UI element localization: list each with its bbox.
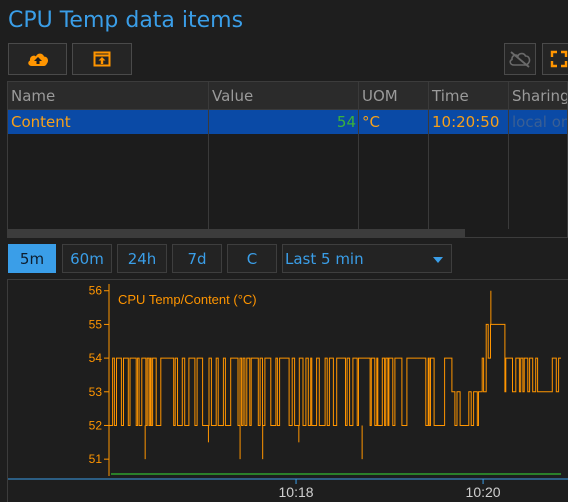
x-tick-label: 10:18 [279,484,314,500]
cell-uom: °C [362,113,380,131]
upload-button[interactable] [8,43,67,75]
time-range-select[interactable]: Last 5 min [282,244,452,273]
series-line [109,323,561,426]
column-header-name[interactable]: Name [11,86,56,105]
column-divider [428,82,429,229]
table-header: Name Value UOM Time Sharing [8,82,567,110]
cloud-off-icon [509,51,531,68]
range-button-5m[interactable]: 5m [8,244,56,273]
range-button-24h[interactable]: 24h [117,244,167,273]
fullscreen-button[interactable] [542,43,568,75]
data-items-table: Name Value UOM Time Sharing Content 54 °… [7,81,568,238]
range-button-custom[interactable]: C [227,244,277,273]
y-tick-label: 51 [89,452,103,466]
range-button-60m[interactable]: 60m [62,244,112,273]
column-header-value[interactable]: Value [212,86,254,105]
cell-sharing: local on [512,113,568,131]
export-button[interactable] [72,43,132,75]
y-tick-label: 54 [89,351,103,365]
column-header-uom[interactable]: UOM [362,86,398,105]
cell-value: 54 [336,113,356,131]
cell-name: Content [11,113,71,131]
column-divider [508,82,509,229]
column-divider [358,82,359,229]
cloud-upload-icon [27,53,48,66]
table-row[interactable]: Content 54 °C 10:20:50 local on [8,110,567,134]
column-header-sharing[interactable]: Sharing [512,86,568,105]
time-range-select-label: Last 5 min [285,249,364,268]
cell-time: 10:20:50 [432,113,500,131]
y-tick-label: 53 [89,385,103,399]
column-divider [208,82,209,229]
y-tick-label: 52 [89,418,103,432]
temperature-chart: 51 52 53 54 55 56 10:18 10:20 CPU Temp/Content (… [7,279,568,502]
y-tick-label: 55 [89,317,103,331]
export-icon [93,51,111,67]
fullscreen-icon [550,50,568,68]
chart-canvas: 51 52 53 54 55 56 10:18 10:20 CPU Temp/Content (… [8,284,568,500]
chevron-down-icon [433,257,443,263]
cloud-off-button[interactable] [504,43,536,75]
range-button-7d[interactable]: 7d [172,244,222,273]
horizontal-scrollbar[interactable] [8,229,465,237]
page-title: CPU Temp data items [8,8,244,33]
y-tick-label: 56 [89,284,103,298]
chart-legend-label: CPU Temp/Content (°C) [118,292,257,307]
x-tick-label: 10:20 [466,484,501,500]
column-header-time[interactable]: Time [432,86,469,105]
